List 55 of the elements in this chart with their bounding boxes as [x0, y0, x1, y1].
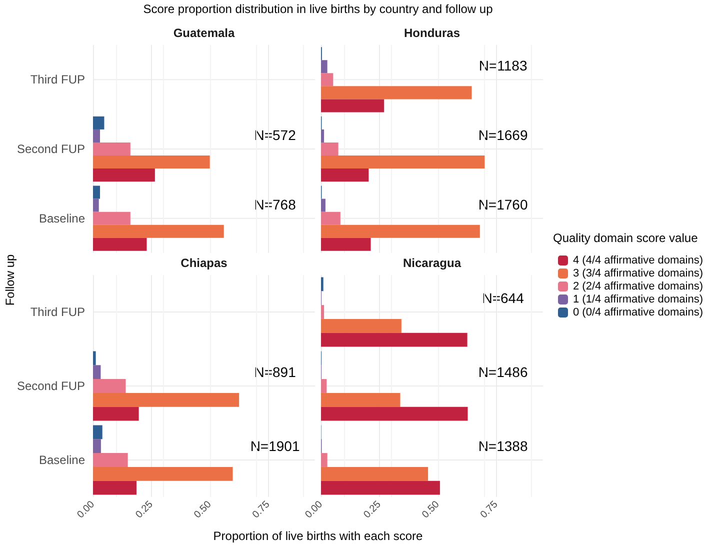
chart-subtitle: Chiapas [180, 256, 228, 270]
x-tick-label: 0.75 [478, 498, 500, 521]
legend-label: 1 (1/4 affirmative domains) [573, 294, 704, 306]
bar [321, 168, 369, 182]
legend-label: 0 (0/4 affirmative domains) [573, 306, 704, 318]
legend-title: Quality domain score value [553, 231, 698, 245]
annotation: N=1388 [478, 438, 528, 454]
bar [321, 224, 480, 238]
annotation: N=1183 [478, 58, 528, 74]
legend-label: 2 (2/4 affirmative domains) [573, 280, 704, 292]
legend-label: 3 (3/4 affirmative domains) [573, 268, 704, 280]
bar [93, 142, 130, 156]
bar [93, 212, 130, 225]
y-tick-label: Baseline [38, 211, 86, 226]
bar [321, 86, 472, 100]
bar [93, 224, 224, 238]
bar [321, 156, 485, 169]
legend-label: 4 (4/4 affirmative domains) [573, 254, 704, 266]
x-tick-label: 0.00 [303, 498, 326, 521]
bar [321, 99, 384, 112]
y-axis-title: Follow up [3, 254, 17, 306]
x-tick-label: 0.25 [362, 498, 384, 521]
annotation: N=1486 [478, 364, 528, 380]
x-tick-label: 0.75 [250, 498, 272, 521]
bar [93, 129, 100, 142]
y-tick-label: Baseline [38, 453, 86, 467]
bar [321, 212, 340, 225]
annotation: N=1901 [250, 438, 300, 454]
bar [93, 238, 147, 251]
bar [93, 116, 104, 130]
x-axis-title: Proportion of live births with each score [213, 529, 424, 543]
annotation: N=1760 [478, 196, 528, 212]
bar [93, 198, 99, 212]
annotation: N=1669 [478, 127, 528, 143]
chart-subtitle: Nicaragua [402, 256, 462, 270]
bar [321, 238, 371, 251]
y-tick-label: Second FUP [16, 142, 85, 156]
chart-subtitle: Guatemala [173, 26, 236, 40]
bar [321, 198, 326, 212]
bar [321, 73, 334, 86]
chart-title: Score proportion distribution in live births by country and follow up [143, 2, 494, 16]
bar [321, 142, 338, 156]
x-tick-label: 0.25 [134, 498, 156, 521]
x-tick-label: 0.50 [192, 498, 214, 521]
bar [93, 156, 210, 169]
chart-subtitle: Honduras [404, 26, 460, 40]
y-tick-label: Third FUP [30, 72, 85, 87]
bar [321, 60, 328, 74]
bar [321, 129, 324, 142]
y-tick-label: Second FUP [16, 379, 85, 393]
bar [93, 168, 155, 182]
bar [93, 186, 100, 199]
x-tick-label: 0.00 [75, 498, 98, 521]
x-tick-label: 0.50 [420, 498, 442, 521]
y-tick-label: Third FUP [30, 305, 85, 319]
